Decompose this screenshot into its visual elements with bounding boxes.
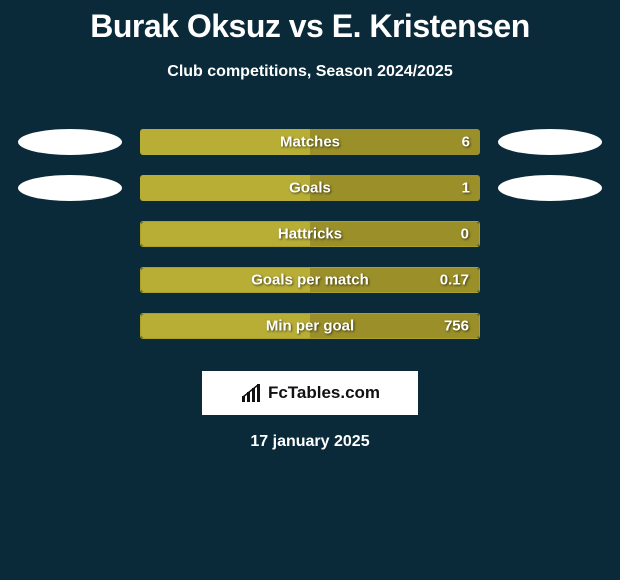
stat-row: Hattricks 0 bbox=[0, 211, 620, 257]
page-title: Burak Oksuz vs E. Kristensen bbox=[0, 8, 620, 45]
stat-row: Goals per match 0.17 bbox=[0, 257, 620, 303]
subtitle: Club competitions, Season 2024/2025 bbox=[0, 63, 620, 81]
stat-label: Goals bbox=[289, 180, 331, 197]
stat-label: Hattricks bbox=[278, 226, 342, 243]
stat-value: 756 bbox=[444, 318, 469, 335]
bar-right bbox=[310, 175, 480, 201]
right-side bbox=[480, 303, 620, 349]
right-side bbox=[480, 211, 620, 257]
stat-row: Matches 6 bbox=[0, 119, 620, 165]
stat-value: 0.17 bbox=[440, 272, 469, 289]
right-side bbox=[480, 165, 620, 211]
logo-box: FcTables.com bbox=[202, 371, 418, 415]
stat-label: Goals per match bbox=[251, 272, 369, 289]
date-text: 17 january 2025 bbox=[0, 433, 620, 451]
right-side bbox=[480, 257, 620, 303]
stat-value: 6 bbox=[462, 134, 470, 151]
logo-chart-icon bbox=[240, 384, 262, 402]
left-side bbox=[0, 165, 140, 211]
stat-row: Min per goal 756 bbox=[0, 303, 620, 349]
left-ellipse bbox=[18, 175, 122, 201]
left-side bbox=[0, 211, 140, 257]
stat-bar: Matches 6 bbox=[140, 129, 480, 155]
logo-text: FcTables.com bbox=[268, 383, 380, 403]
bar-left bbox=[140, 175, 310, 201]
left-ellipse bbox=[18, 129, 122, 155]
left-side bbox=[0, 303, 140, 349]
stat-value: 0 bbox=[461, 226, 469, 243]
stat-bar: Min per goal 756 bbox=[140, 313, 480, 339]
right-ellipse bbox=[498, 129, 602, 155]
right-side bbox=[480, 119, 620, 165]
stat-bar: Goals per match 0.17 bbox=[140, 267, 480, 293]
stat-row: Goals 1 bbox=[0, 165, 620, 211]
stat-bar: Goals 1 bbox=[140, 175, 480, 201]
left-side bbox=[0, 257, 140, 303]
stat-bar: Hattricks 0 bbox=[140, 221, 480, 247]
stat-rows: Matches 6 Goals 1 Hattricks 0 bbox=[0, 119, 620, 349]
stat-label: Matches bbox=[280, 134, 340, 151]
stat-value: 1 bbox=[462, 180, 470, 197]
right-ellipse bbox=[498, 175, 602, 201]
stat-label: Min per goal bbox=[266, 318, 354, 335]
left-side bbox=[0, 119, 140, 165]
